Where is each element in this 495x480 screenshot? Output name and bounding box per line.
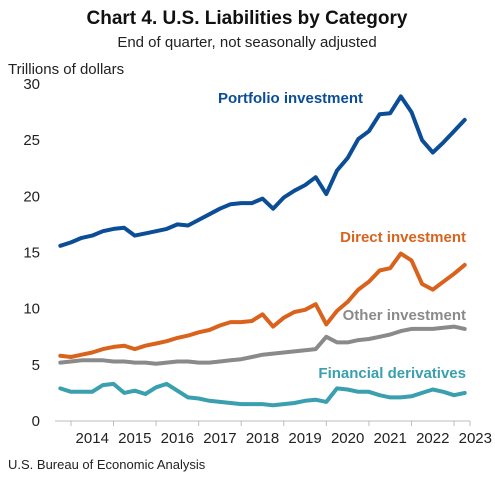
y-tick-label: 10	[23, 301, 40, 318]
x-tick-label: 2021	[374, 430, 407, 447]
y-tick-label: 30	[23, 76, 40, 93]
y-tick-label: 0	[32, 413, 40, 430]
x-tick-label: 2018	[246, 430, 279, 447]
x-tick-label: 2023	[459, 430, 492, 447]
y-tick-label: 5	[32, 357, 40, 374]
y-tick-label: 20	[23, 188, 40, 205]
series-labels: Portfolio investment Direct investment Oth…	[218, 90, 466, 382]
series-line-direct-investment	[58, 251, 467, 359]
series-label-portfolio-investment: Portfolio investment	[218, 90, 363, 107]
x-tick-label: 2016	[161, 430, 194, 447]
y-axis-title: Trillions of dollars	[8, 61, 124, 78]
series-label-direct-investment: Direct investment	[340, 229, 466, 246]
series-label-other-investment: Other investment	[343, 307, 466, 324]
y-axis-ticks: 0 5 10 15 20 25 30	[23, 76, 40, 430]
source-note: U.S. Bureau of Economic Analysis	[8, 457, 206, 472]
series-lines	[58, 94, 467, 408]
x-tick-label: 2022	[416, 430, 449, 447]
chart-subtitle: End of quarter, not seasonally adjusted	[117, 34, 376, 51]
y-tick-label: 25	[23, 132, 40, 149]
chart-title: Chart 4. U.S. Liabilities by Category	[87, 8, 408, 29]
x-tick-label: 2015	[118, 430, 151, 447]
x-tick-label: 2020	[331, 430, 364, 447]
series-line-other-investment	[58, 324, 467, 366]
x-axis-ticks: 2014 2015 2016 2017 2018 2019 2020 2021 2022 2023	[70, 421, 492, 447]
x-tick-label: 2014	[76, 430, 109, 447]
x-tick-label: 2017	[203, 430, 236, 447]
series-label-financial-derivatives: Financial derivatives	[318, 365, 466, 382]
y-tick-label: 15	[23, 245, 40, 262]
series-line-financial-derivatives	[58, 381, 467, 408]
series-line-portfolio-investment	[58, 94, 467, 248]
x-tick-label: 2019	[288, 430, 321, 447]
